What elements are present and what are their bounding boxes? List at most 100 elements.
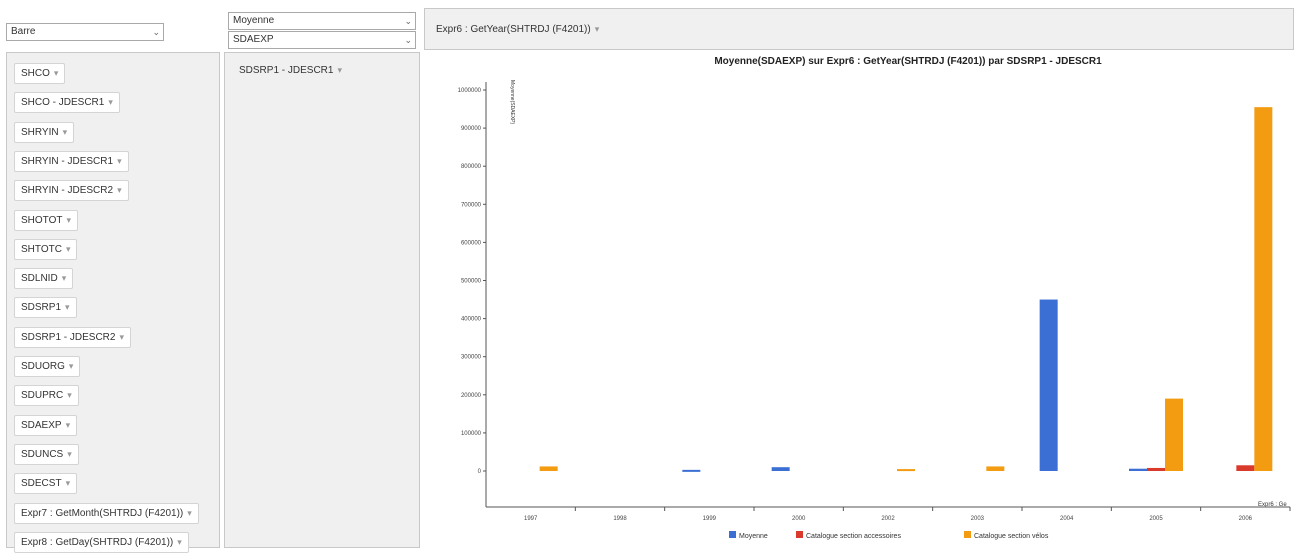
field-pill[interactable]: Expr8 : GetDay(SHTRDJ (F4201)) ▾ (14, 531, 189, 553)
y-tick-label: 200000 (461, 393, 482, 399)
field-pill[interactable]: SHOTOT ▾ (14, 209, 79, 231)
field-label: SHCO (21, 68, 50, 79)
legend-label: Moyenne (739, 533, 768, 540)
y-axis-label: Moyenne(SDAEXP) (509, 80, 515, 125)
legend-swatch (729, 531, 736, 538)
field-pill[interactable]: Expr7 : GetMonth(SHTRDJ (F4201)) ▾ (14, 502, 199, 524)
row-field-pill[interactable]: SDSRP1 - JDESCR1 ▾ (233, 61, 348, 82)
x-tick-label: 1998 (613, 516, 627, 522)
remove-icon[interactable]: ▾ (67, 448, 72, 459)
field-label: SDECST (21, 478, 62, 490)
remove-icon[interactable]: ▾ (68, 361, 74, 371)
available-fields-panel: SHCO ▾ SHCO - JDESCR1 ▾ SHRYIN ▾ SHRYIN - JDES… (6, 52, 220, 553)
chart-legend: Moyenne Catalogue section accessoires Cata… (729, 531, 1049, 540)
legend-swatch (796, 531, 803, 538)
y-tick-label: 900000 (461, 126, 482, 132)
field-pill[interactable]: SDUNCS ▾ (14, 443, 79, 465)
x-tick-label: 2004 (1060, 516, 1074, 522)
field-pill[interactable]: SHRYIN - JDESCR2 ▾ (14, 180, 129, 202)
remove-icon[interactable]: ▾ (66, 214, 72, 225)
legend-label: Catalogue section accessoires (806, 533, 901, 540)
field-label: SHRYIN - JDESCR1 (21, 155, 114, 167)
x-tick-label: 2002 (881, 516, 895, 522)
bar-chart: Moyenne(SDAEXP) sur Expr6 : GetYear(SHTR… (458, 56, 1291, 540)
field-pill[interactable]: SDUORG ▾ (14, 356, 81, 377)
field-label: SDSRP1 (21, 302, 62, 314)
remove-icon[interactable]: ▾ (117, 185, 122, 196)
legend-swatch (964, 531, 971, 538)
measure-select[interactable]: SDAEXP ⌄ (228, 31, 416, 49)
remove-icon[interactable]: ▾ (65, 302, 70, 313)
remove-icon[interactable]: ▾ (53, 68, 59, 78)
field-label: Expr8 : GetDay(SHTRDJ (F4201)) (21, 536, 174, 548)
field-label: SDUORG (21, 361, 65, 372)
field-pill[interactable]: SHRYIN - JDESCR1 ▾ (14, 150, 129, 172)
remove-icon[interactable]: ▾ (117, 155, 122, 166)
column-field-label: Expr6 : GetYear(SHTRDJ (F4201)) (436, 24, 591, 35)
chevron-down-icon: ⌄ (152, 27, 160, 37)
y-tick-label: 600000 (461, 240, 482, 246)
field-pill[interactable]: SDAEXP ▾ (14, 414, 78, 436)
field-label: SDUNCS (21, 448, 64, 460)
remove-icon[interactable]: ▾ (62, 126, 68, 137)
remove-icon[interactable]: ▾ (119, 331, 124, 342)
row-field-label: SDSRP1 - JDESCR1 (239, 65, 334, 76)
bar (1236, 465, 1255, 471)
remove-icon[interactable]: ▾ (337, 65, 342, 75)
remove-icon[interactable]: ▾ (187, 507, 192, 518)
remove-icon[interactable]: ▾ (177, 536, 182, 547)
y-tick-label: 0 (478, 469, 482, 475)
field-pill[interactable]: SHCO ▾ (14, 63, 66, 84)
field-pill[interactable]: SHRYIN ▾ (14, 121, 75, 143)
y-tick-label: 1000000 (458, 88, 482, 94)
field-pill[interactable]: SDUPRC ▾ (14, 385, 79, 407)
field-pill[interactable]: SHCO - JDESCR1 ▾ (14, 92, 120, 114)
field-label: SHTOTC (21, 243, 62, 255)
bar (1147, 467, 1165, 471)
bar (1165, 398, 1183, 471)
remove-icon[interactable]: ▾ (594, 24, 600, 34)
field-label: SDAEXP (21, 419, 62, 431)
column-field-pill[interactable]: Expr6 : GetYear(SHTRDJ (F4201)) ▾ (430, 20, 605, 41)
y-tick-label: 400000 (461, 317, 482, 323)
field-pill[interactable]: SDLNID ▾ (14, 268, 74, 290)
chevron-down-icon: ⌄ (404, 16, 412, 26)
remove-icon[interactable]: ▾ (61, 273, 67, 284)
x-axis-label: Expr6 : Ge (1258, 502, 1287, 508)
remove-icon[interactable]: ▾ (65, 243, 71, 254)
y-tick-label: 100000 (461, 431, 482, 437)
bar (1039, 299, 1058, 471)
y-tick-label: 800000 (461, 164, 482, 170)
field-label: SHRYIN (21, 126, 59, 138)
x-tick-label: 2005 (1149, 516, 1163, 522)
chart-axes: 0 100000 200000 300000 400000 500000 600000 700… (458, 82, 1291, 522)
y-tick-label: 300000 (461, 355, 482, 361)
bar (682, 469, 701, 472)
field-label: SHOTOT (21, 214, 63, 226)
field-pill[interactable]: SDSRP1 ▾ (14, 297, 77, 319)
bar (1129, 468, 1147, 471)
aggregation-select[interactable]: Moyenne ⌄ (228, 12, 416, 30)
legend-label: Catalogue section vélos (974, 533, 1049, 540)
y-tick-label: 500000 (461, 279, 482, 285)
x-tick-label: 2000 (792, 516, 806, 522)
field-pill[interactable]: SHTOTC ▾ (14, 238, 78, 260)
remove-icon[interactable]: ▾ (65, 419, 71, 430)
remove-icon[interactable]: ▾ (65, 478, 71, 489)
field-label: SDSRP1 - JDESCR2 (21, 331, 116, 343)
aggregation-value: Moyenne (233, 15, 275, 26)
field-pill[interactable]: SDECST ▾ (14, 473, 78, 495)
chevron-down-icon: ⌄ (404, 35, 412, 45)
x-tick-label: 2006 (1239, 516, 1253, 522)
column-fields-zone[interactable]: Expr6 : GetYear(SHTRDJ (F4201)) ▾ (424, 8, 1294, 50)
x-tick-label: 2003 (971, 516, 985, 522)
chart-title: Moyenne(SDAEXP) sur Expr6 : GetYear(SHTR… (714, 56, 1102, 67)
row-fields-zone[interactable]: SDSRP1 - JDESCR1 ▾ (224, 52, 420, 548)
remove-icon[interactable]: ▾ (108, 97, 113, 108)
chart-type-select[interactable]: Barre ⌄ (6, 23, 164, 41)
y-tick-label: 700000 (461, 202, 482, 208)
field-label: SHRYIN - JDESCR2 (21, 185, 114, 197)
chart-type-value: Barre (11, 26, 36, 37)
remove-icon[interactable]: ▾ (67, 390, 72, 401)
field-pill[interactable]: SDSRP1 - JDESCR2 ▾ (14, 326, 131, 348)
